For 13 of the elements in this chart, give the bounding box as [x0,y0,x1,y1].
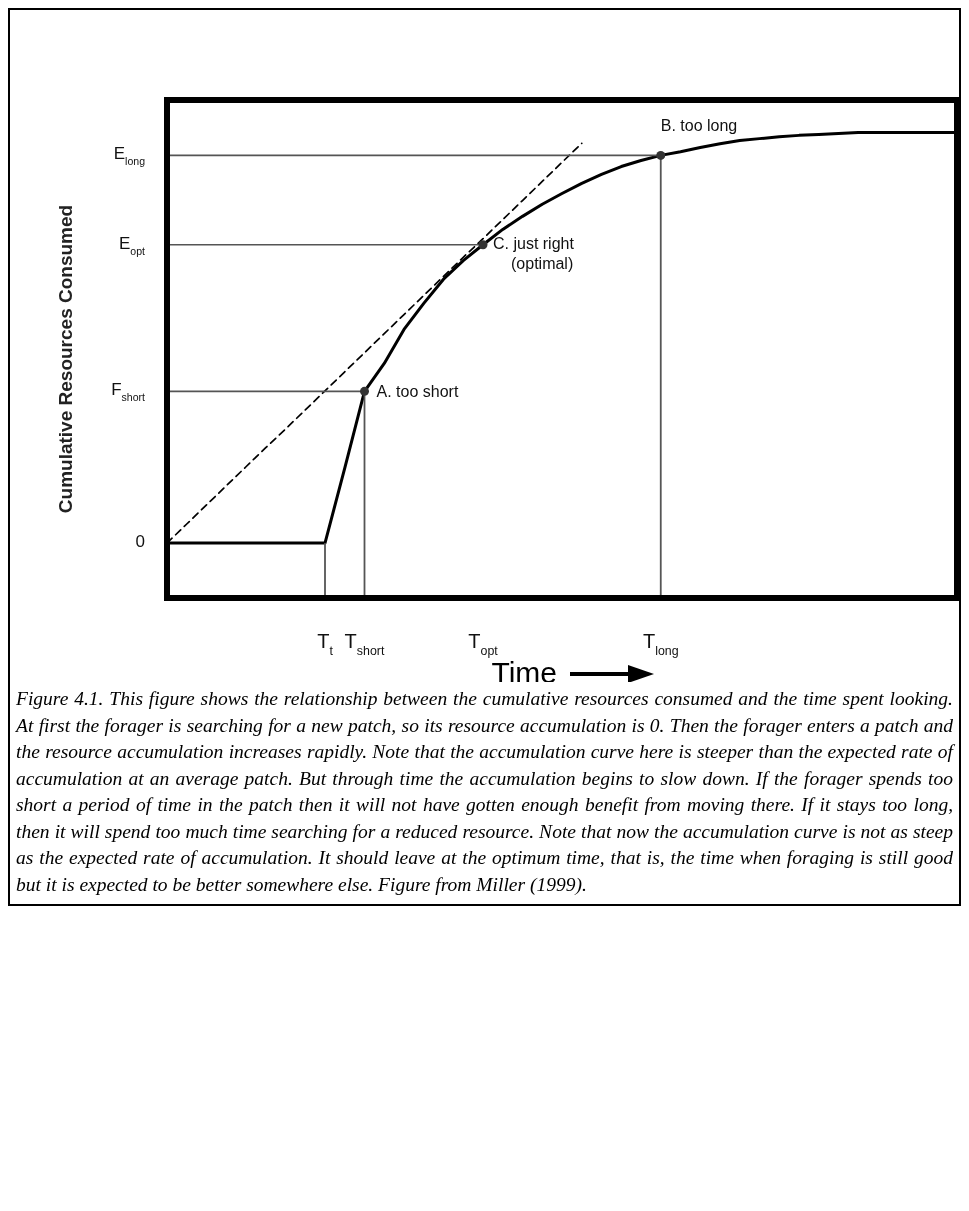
annotation: A. too short [376,383,459,401]
x-tick-label: T$_{long}$ [642,630,679,658]
y-axis-title: Cumulative Resources Consumed [55,204,76,514]
caption: Figure 4.1. This figure shows the relationship between the cumulative resources consumed and the time spent looking. At first the forager is searching for a new patch, so its resource accumulation is 0. Then the forager enters a patch and the resource accumulation increases rapidly. Note that the accumulation curve here is steeper than the expected rate of accumulation at an average patch. But through time the accumulation begins to slow down. If the forager spends too short a period of time in the patch then it will not have gotten enough benefit from moving there. If it stays too long, then it will spend too much time searching for a reduced resource. Note that now the accumulation curve is not as steep as the expected rate of accumulation. It should leave at the optimum time, that is, the time when foraging is still good but it is expected to be better somewhere else. Figure from Miller (1999). [14,687,956,897]
x-tick-label: T$_{short}$ [344,630,385,658]
text: F$_{short}$ [111,380,146,404]
annotation: C. just right (optimal) [493,234,575,272]
text: E$_{long}$ [113,144,146,168]
text: E$_{opt}$ [119,233,146,257]
x-tick-label: T$_{opt}$ [468,630,499,658]
x-tick-label: T$_{t}$ [317,630,334,658]
annotation: B. too long [660,117,738,135]
text: 0 [135,532,145,552]
